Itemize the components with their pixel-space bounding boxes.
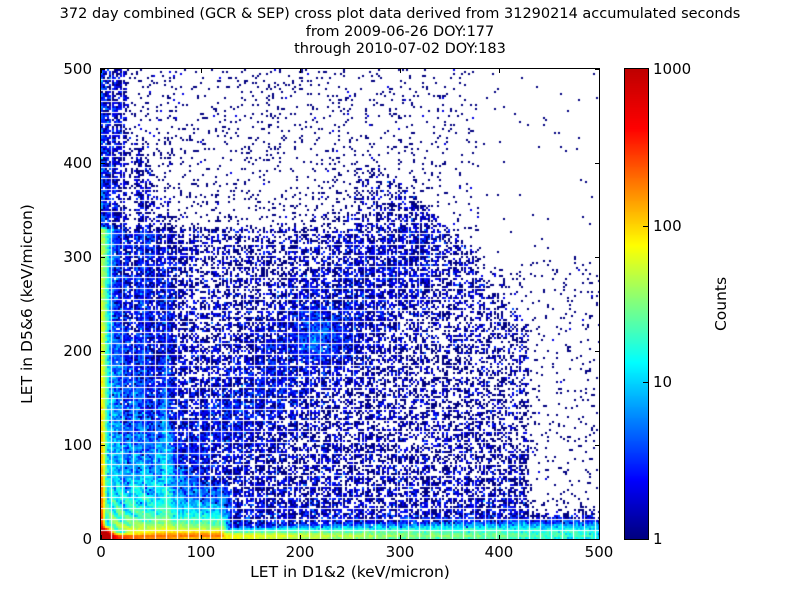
x-tick-label: 400 — [484, 543, 514, 561]
x-tick-mark-top — [599, 69, 600, 73]
x-tick-label: 200 — [285, 543, 315, 561]
y-tick-mark-right — [595, 257, 599, 258]
x-tick-mark-top — [400, 69, 401, 73]
y-tick-mark — [101, 445, 105, 446]
x-tick-label: 500 — [584, 543, 614, 561]
heatmap-scatter-layer — [101, 69, 599, 539]
y-tick-label: 200 — [63, 342, 92, 360]
x-tick-mark — [201, 535, 202, 539]
colorbar-tick-mark — [643, 382, 648, 383]
y-tick-mark-right — [595, 69, 599, 70]
y-tick-label: 400 — [63, 154, 92, 172]
x-axis-label: LET in D1&2 (keV/micron) — [250, 563, 450, 581]
y-axis-label: LET in D5&6 (keV/micron) — [18, 204, 36, 404]
y-tick-mark — [101, 163, 105, 164]
chart-title: 372 day combined (GCR & SEP) cross plot … — [0, 6, 800, 59]
colorbar — [624, 68, 649, 540]
y-tick-mark — [101, 351, 105, 352]
y-tick-label: 500 — [63, 60, 92, 78]
x-tick-mark — [300, 535, 301, 539]
colorbar-tick-mark — [643, 226, 648, 227]
colorbar-tick-label: 100 — [653, 217, 682, 235]
x-tick-mark-top — [101, 69, 102, 73]
colorbar-tick-label: 1 — [653, 530, 663, 548]
colorbar-title: Counts — [712, 276, 730, 332]
x-tick-mark-top — [300, 69, 301, 73]
y-tick-mark — [101, 69, 105, 70]
title-line-1: 372 day combined (GCR & SEP) cross plot … — [59, 6, 741, 22]
y-tick-mark-right — [595, 539, 599, 540]
x-tick-mark — [499, 535, 500, 539]
y-tick-label: 100 — [63, 436, 92, 454]
x-tick-mark — [599, 535, 600, 539]
y-tick-mark — [101, 539, 105, 540]
colorbar-gradient — [625, 69, 648, 539]
y-tick-mark-right — [595, 163, 599, 164]
x-tick-mark-top — [201, 69, 202, 73]
x-tick-mark — [400, 535, 401, 539]
y-tick-label: 0 — [82, 530, 92, 548]
y-tick-mark — [101, 257, 105, 258]
x-tick-mark-top — [499, 69, 500, 73]
colorbar-tick-label: 10 — [653, 373, 673, 391]
title-line-2: from 2009-06-26 DOY:177 — [305, 23, 495, 40]
x-tick-mark — [101, 535, 102, 539]
title-line-3: through 2010-07-02 DOY:183 — [294, 41, 506, 57]
plot-area — [100, 68, 600, 540]
y-tick-mark-right — [595, 351, 599, 352]
x-tick-label: 0 — [96, 543, 106, 561]
x-tick-label: 100 — [186, 543, 216, 561]
x-tick-label: 300 — [385, 543, 415, 561]
y-tick-mark-right — [595, 445, 599, 446]
colorbar-tick-label: 1000 — [653, 60, 692, 78]
y-tick-label: 300 — [63, 248, 92, 266]
